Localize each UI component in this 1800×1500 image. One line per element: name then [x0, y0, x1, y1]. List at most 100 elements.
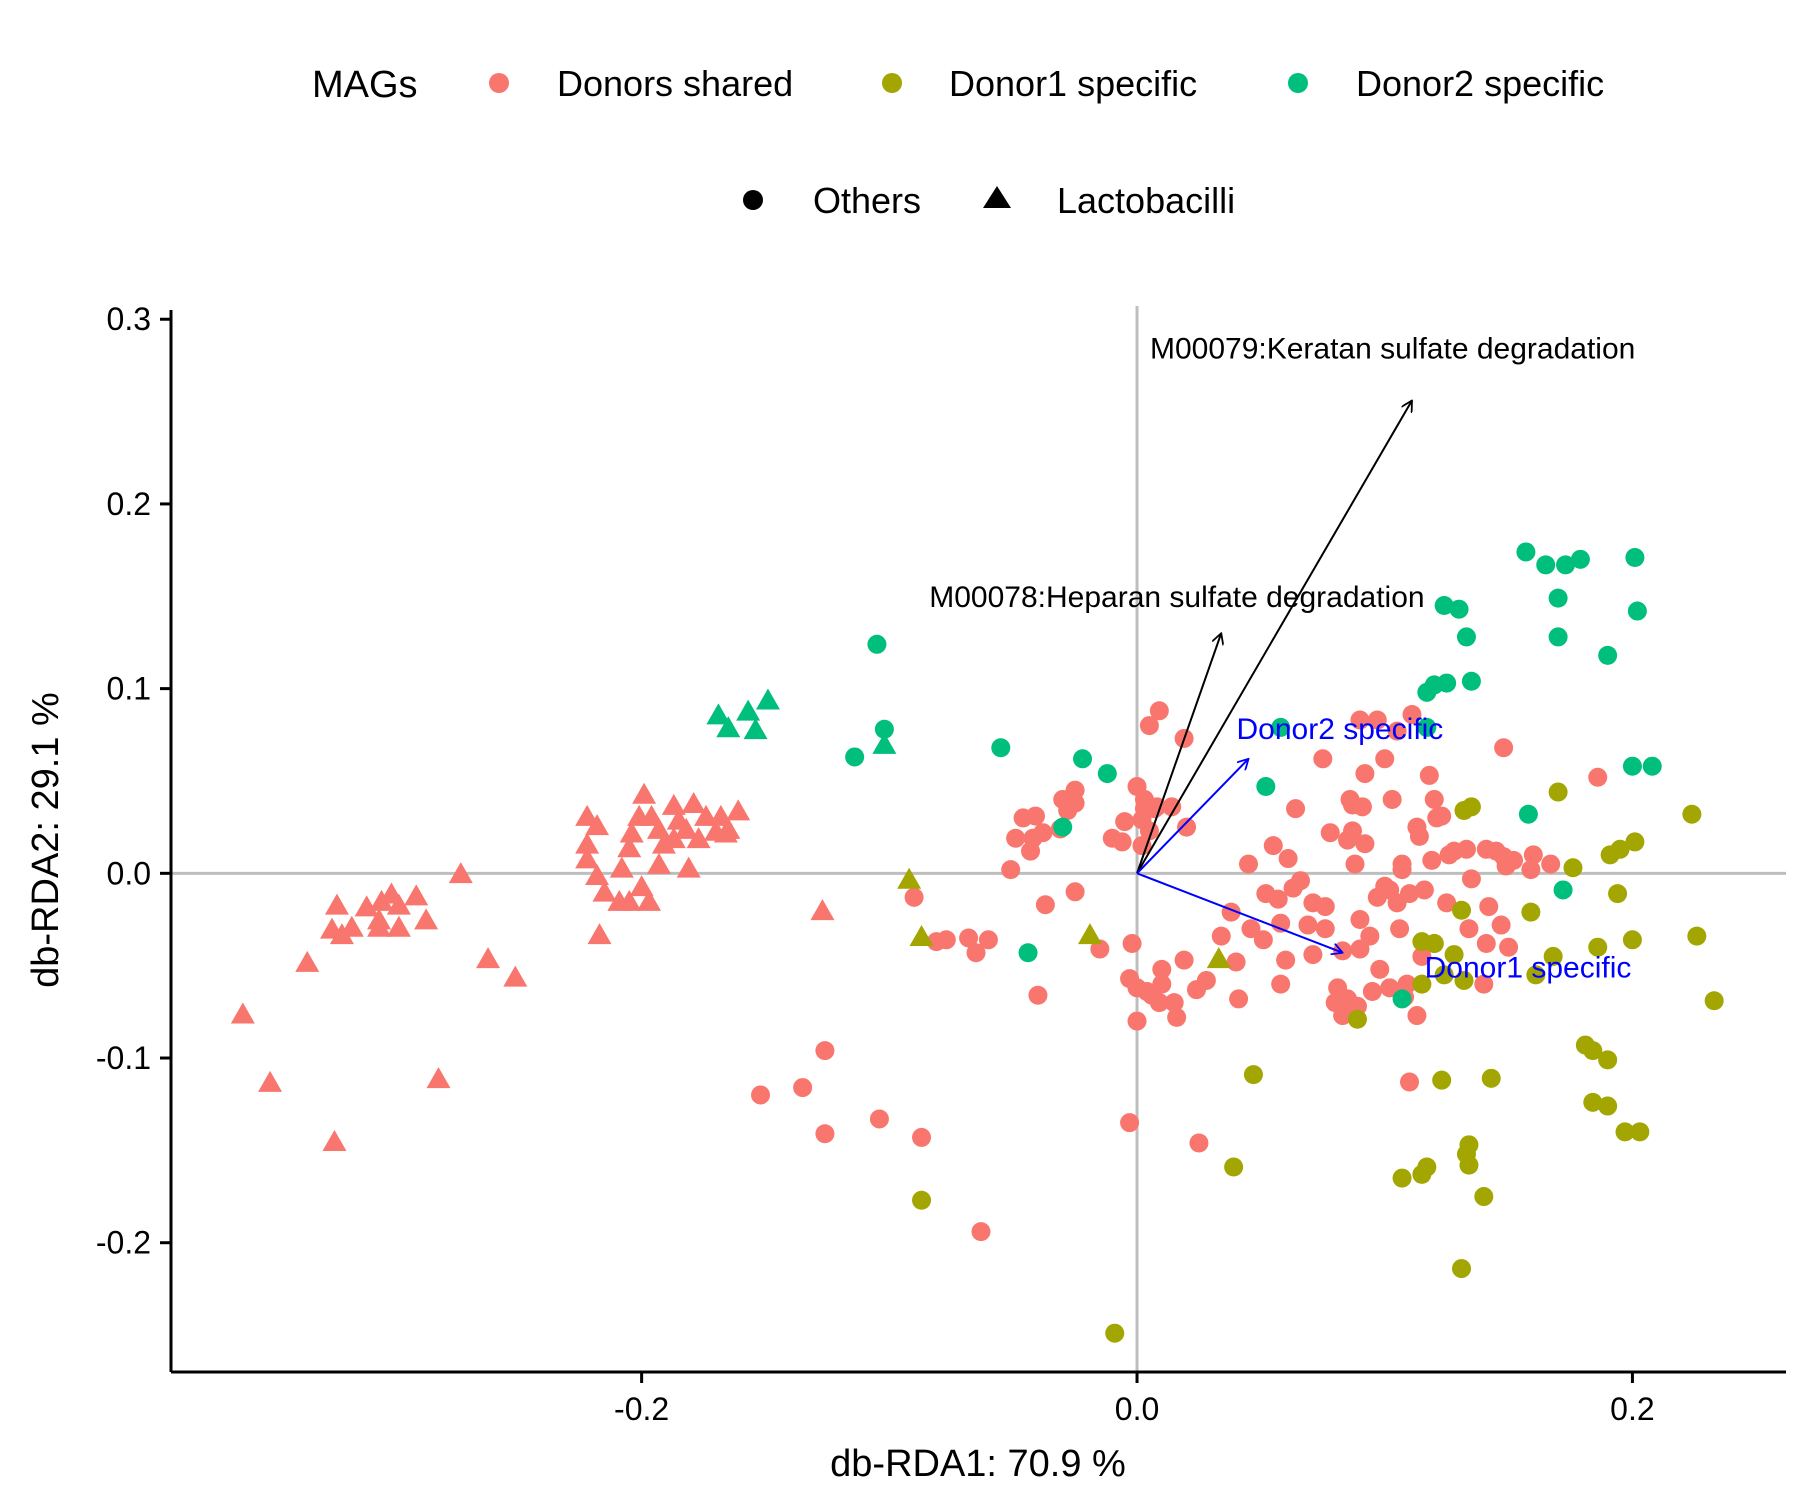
data-point — [1459, 1155, 1479, 1175]
data-point — [1474, 974, 1494, 994]
data-point — [1456, 627, 1476, 647]
legend: MAGs Donors shared Donor1 specific Donor… — [312, 63, 1604, 221]
data-point — [1548, 627, 1568, 647]
y-tick-label: 0.1 — [107, 671, 151, 707]
y-tick-label: 0.2 — [107, 486, 151, 522]
data-point — [1588, 937, 1608, 957]
data-point — [1120, 1113, 1140, 1133]
data-point-triangle — [897, 867, 922, 889]
data-point — [1271, 717, 1291, 737]
data-point — [1256, 777, 1276, 797]
data-point — [966, 943, 986, 963]
data-point — [1139, 716, 1159, 736]
data-points — [230, 542, 1724, 1343]
data-point — [1387, 721, 1407, 741]
data-point — [1367, 710, 1387, 730]
data-point — [1134, 789, 1154, 809]
data-point — [1553, 880, 1573, 900]
data-point — [1355, 834, 1375, 854]
biplot-arrow-label: Donor1 specific — [1425, 952, 1632, 985]
biplot-arrows: M00079:Keratan sulfate degradation M00078… — [929, 333, 1635, 985]
data-point — [1380, 880, 1400, 900]
data-point-triangle — [386, 915, 411, 937]
data-point-triangle — [646, 817, 671, 839]
data-point — [1028, 985, 1048, 1005]
legend-swatch-donors-shared — [489, 73, 509, 93]
data-point-triangle — [295, 950, 320, 972]
data-point — [1152, 974, 1172, 994]
data-point — [1476, 934, 1496, 954]
data-point-triangle — [1077, 923, 1102, 945]
data-point-triangle — [810, 899, 835, 921]
y-tick-label: 0.0 — [107, 855, 151, 891]
data-point — [959, 928, 979, 948]
data-point — [1370, 959, 1390, 979]
data-point-triangle — [726, 799, 751, 821]
legend-item-donors-shared: Donors shared — [489, 63, 793, 104]
data-point — [1494, 738, 1514, 758]
data-point — [1499, 937, 1519, 957]
data-point — [1704, 991, 1724, 1011]
y-tick-label: -0.2 — [96, 1225, 151, 1261]
data-point — [904, 887, 924, 907]
data-point — [1253, 930, 1273, 950]
data-point — [1627, 601, 1647, 621]
data-point — [1452, 1259, 1472, 1279]
legend-label-others: Others — [813, 180, 921, 221]
data-point — [1454, 970, 1474, 990]
data-point — [1132, 810, 1152, 830]
data-point-triangle — [674, 817, 699, 839]
data-point — [1523, 845, 1543, 865]
data-point-triangle — [448, 862, 473, 884]
data-point — [1090, 939, 1110, 959]
data-point — [1543, 946, 1563, 966]
data-point — [1615, 1122, 1635, 1142]
data-point-triangle — [503, 965, 528, 987]
data-point — [1313, 749, 1333, 769]
data-point-triangle — [619, 821, 644, 843]
data-point-triangle — [367, 915, 392, 937]
data-point-triangle — [339, 915, 364, 937]
data-point — [1127, 978, 1147, 998]
data-point-triangle — [629, 875, 654, 897]
data-point — [1491, 915, 1511, 935]
biplot-arrow-label: Donor2 specific — [1236, 713, 1443, 746]
data-point — [815, 1041, 835, 1061]
data-point-triangle — [322, 1129, 347, 1151]
data-point — [1556, 555, 1576, 575]
data-point — [1224, 1157, 1244, 1177]
data-point — [1303, 893, 1323, 913]
data-point-triangle — [575, 832, 600, 854]
data-point — [1382, 789, 1402, 809]
legend-item-donor1-specific: Donor1 specific — [882, 63, 1197, 104]
biplot-arrow — [1136, 759, 1248, 875]
data-point — [1392, 1168, 1412, 1188]
x-tick-label: -0.2 — [614, 1391, 669, 1427]
data-point — [1687, 926, 1707, 946]
reference-lines — [171, 306, 1786, 1372]
data-point — [1459, 919, 1479, 939]
data-point-triangle — [617, 836, 642, 858]
data-point — [1127, 1011, 1147, 1031]
data-point — [867, 634, 887, 654]
biplot-arrow — [1136, 633, 1221, 874]
data-point — [1122, 934, 1142, 954]
data-point — [1461, 671, 1481, 691]
data-point — [1588, 767, 1608, 787]
x-axis-label: db-RDA1: 70.9 % — [830, 1443, 1126, 1485]
biplot-arrow — [1136, 872, 1343, 952]
data-point — [1439, 845, 1459, 865]
data-point — [1414, 880, 1434, 900]
data-point — [815, 1124, 835, 1144]
data-point — [1427, 808, 1447, 828]
data-point-triangle — [651, 832, 676, 854]
data-point-triangle — [676, 856, 701, 878]
data-point — [1496, 856, 1516, 876]
legend-swatch-donor1-specific — [882, 73, 902, 93]
data-point — [1392, 860, 1412, 880]
data-point — [1375, 749, 1395, 769]
data-point-triangle — [1206, 947, 1231, 969]
data-point — [1333, 1006, 1353, 1026]
data-point — [1622, 930, 1642, 950]
data-point — [1610, 839, 1630, 859]
